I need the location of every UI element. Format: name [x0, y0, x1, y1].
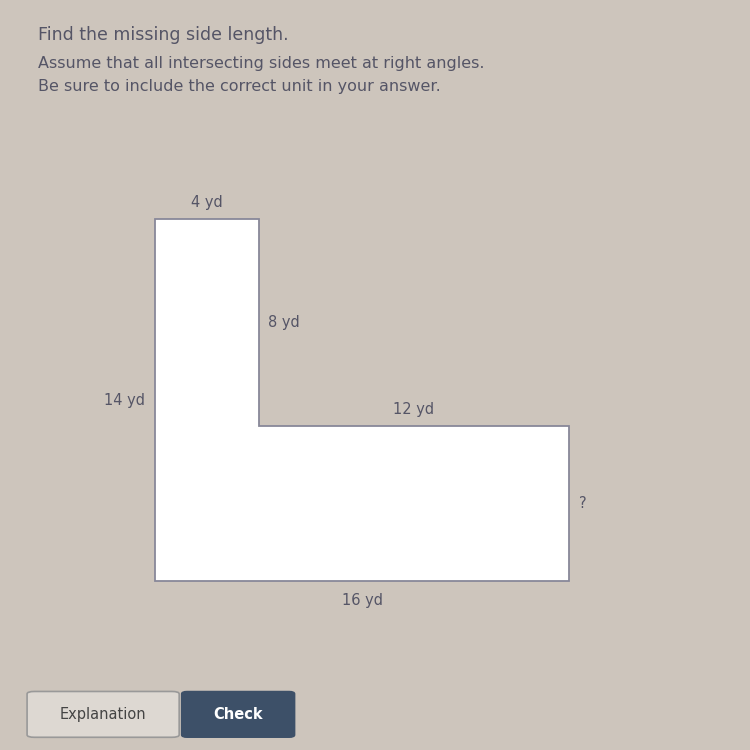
Polygon shape: [155, 219, 569, 581]
Text: Check: Check: [213, 706, 263, 722]
Text: 4 yd: 4 yd: [191, 195, 223, 210]
FancyBboxPatch shape: [27, 692, 179, 737]
Text: ?: ?: [579, 496, 587, 512]
Text: Assume that all intersecting sides meet at right angles.
Be sure to include the : Assume that all intersecting sides meet …: [38, 56, 484, 94]
Text: Explanation: Explanation: [60, 706, 146, 722]
Text: 14 yd: 14 yd: [104, 393, 145, 408]
FancyBboxPatch shape: [182, 692, 295, 737]
Text: 8 yd: 8 yd: [268, 315, 299, 330]
Text: 16 yd: 16 yd: [341, 593, 382, 608]
Text: Find the missing side length.: Find the missing side length.: [38, 26, 288, 44]
Text: 12 yd: 12 yd: [393, 402, 434, 417]
